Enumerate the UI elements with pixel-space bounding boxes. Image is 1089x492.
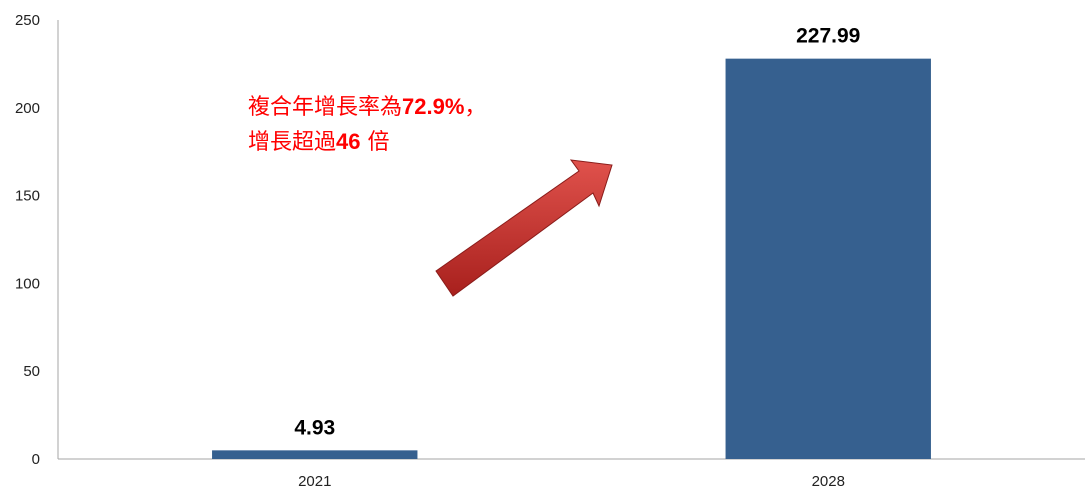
y-axis: 0 50 100 150 200 250 — [15, 12, 59, 468]
data-label-2028: 227.99 — [796, 25, 860, 48]
annotation-line-1: 複合年增長率為72.9%， — [248, 94, 487, 120]
bars — [212, 58, 931, 459]
growth-arrow-icon — [435, 159, 613, 297]
x-tick-label-2021: 2021 — [298, 473, 331, 490]
y-tick-label: 150 — [15, 188, 40, 205]
bar-2021 — [212, 450, 418, 459]
y-tick-label: 200 — [15, 100, 40, 117]
data-label-2021: 4.93 — [294, 416, 335, 439]
y-tick-label: 0 — [32, 451, 40, 468]
y-tick-label: 100 — [15, 275, 40, 292]
data-labels: 4.93 227.99 — [294, 25, 860, 440]
x-axis: 2021 2028 — [58, 458, 1085, 490]
y-tick-label: 250 — [15, 12, 40, 29]
annotation-line-2: 增長超過46 倍 — [248, 129, 390, 155]
growth-annotation: 複合年增長率為72.9%， 增長超過46 倍 — [248, 90, 486, 160]
x-tick-label-2028: 2028 — [812, 473, 845, 490]
bar-2028 — [725, 58, 931, 459]
y-tick-label: 50 — [23, 363, 40, 380]
